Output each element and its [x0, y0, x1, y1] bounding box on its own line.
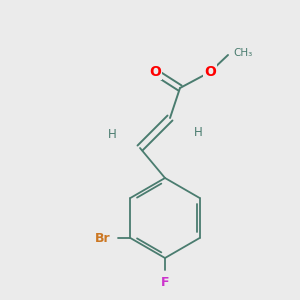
Text: O: O — [149, 65, 161, 79]
Text: H: H — [108, 128, 116, 140]
Text: O: O — [204, 65, 216, 79]
Text: H: H — [194, 125, 202, 139]
Text: CH₃: CH₃ — [233, 48, 252, 58]
Text: F: F — [161, 275, 169, 289]
Text: Br: Br — [94, 232, 110, 244]
